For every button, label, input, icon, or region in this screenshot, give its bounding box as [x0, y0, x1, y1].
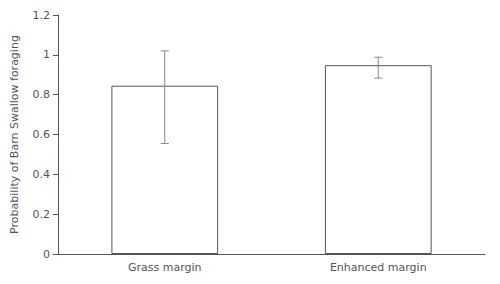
- svg-text:0: 0: [43, 248, 50, 261]
- svg-text:Grass margin: Grass margin: [128, 261, 202, 274]
- svg-text:1.2: 1.2: [33, 9, 51, 22]
- svg-text:0.8: 0.8: [33, 88, 51, 101]
- svg-text:Enhanced margin: Enhanced margin: [330, 261, 427, 274]
- svg-text:0.2: 0.2: [33, 208, 51, 221]
- svg-text:0.6: 0.6: [33, 128, 51, 141]
- svg-text:1: 1: [43, 48, 50, 61]
- svg-text:0.4: 0.4: [33, 168, 51, 181]
- svg-text:Probability of Barn Swallow fo: Probability of Barn Swallow foraging: [8, 35, 21, 234]
